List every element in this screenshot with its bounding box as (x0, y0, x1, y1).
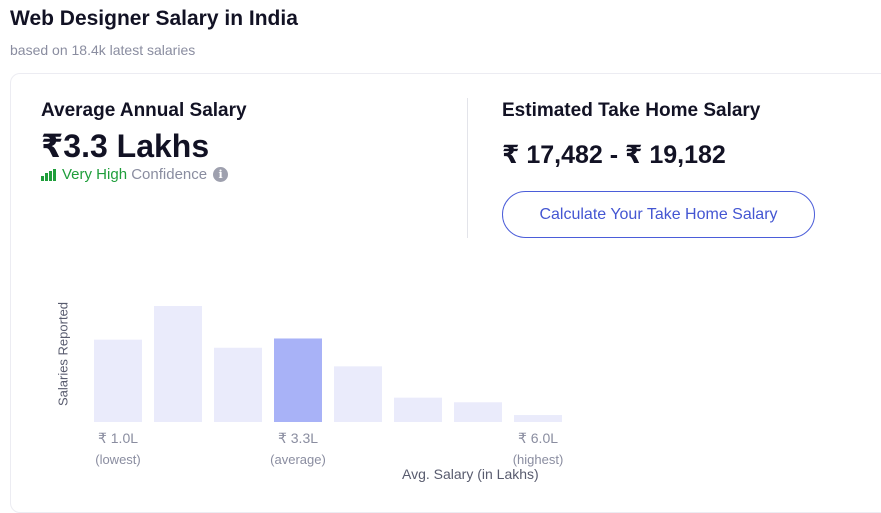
confidence-label: Confidence (131, 166, 208, 183)
average-salary-heading: Average Annual Salary (41, 100, 247, 121)
chart-bar (214, 347, 262, 422)
confidence-level: Very High (62, 166, 128, 183)
average-salary-value: ₹3.3 Lakhs (41, 128, 210, 164)
calculate-take-home-button[interactable]: Calculate Your Take Home Salary (502, 191, 815, 238)
chart-bar (514, 415, 562, 422)
take-home-heading: Estimated Take Home Salary (502, 100, 761, 121)
chart-y-axis-label: Salaries Reported (55, 301, 71, 407)
chart-tick-sublabel: (lowest) (95, 452, 141, 467)
salary-distribution-chart (94, 306, 562, 422)
take-home-value: ₹ 17,482 - ₹ 19,182 (502, 141, 726, 169)
chart-bar (334, 366, 382, 422)
chart-tick-label: ₹ 6.0L (517, 430, 559, 446)
chart-bar (274, 338, 322, 422)
section-divider (467, 98, 468, 238)
chart-bar (394, 397, 442, 422)
chart-bar (454, 402, 502, 422)
chart-tick-label: ₹ 3.3L (277, 430, 319, 446)
page-subtitle: based on 18.4k latest salaries (10, 42, 196, 58)
info-icon[interactable]: i (213, 167, 229, 182)
chart-x-axis-label: Avg. Salary (in Lakhs) (402, 466, 539, 482)
chart-bar (94, 339, 142, 422)
chart-tick-sublabel: (highest) (512, 452, 564, 467)
confidence-indicator: Very High Confidence i (41, 166, 229, 183)
page-title: Web Designer Salary in India (10, 7, 298, 30)
chart-tick-sublabel: (average) (270, 452, 326, 467)
chart-bar (154, 306, 202, 422)
chart-tick-label: ₹ 1.0L (97, 430, 139, 446)
salary-card (10, 73, 881, 513)
signal-bars-icon (41, 168, 56, 181)
